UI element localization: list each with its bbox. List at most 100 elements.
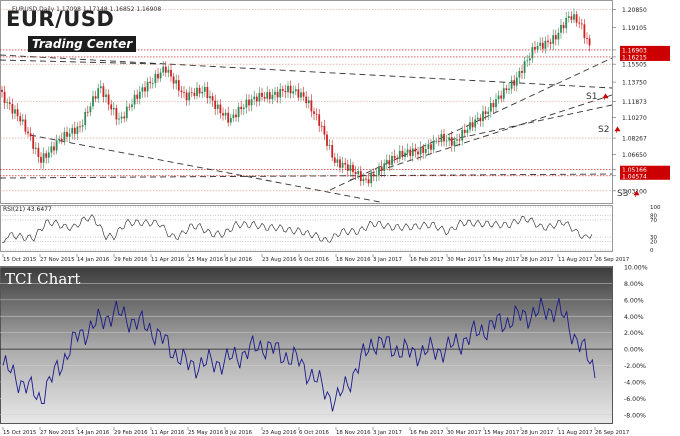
price-tick-label: 1.06650	[622, 152, 647, 159]
candle-body	[180, 90, 183, 93]
candle-body	[448, 137, 451, 141]
candle-body	[526, 60, 529, 62]
candle-body	[136, 94, 139, 99]
support-label: S1	[586, 92, 597, 102]
candle-body	[224, 112, 227, 116]
candle-body	[367, 179, 370, 184]
candle-body	[404, 152, 406, 158]
candle-body	[328, 145, 331, 146]
price-tag-bg	[620, 165, 670, 174]
candle-body	[385, 160, 388, 164]
candle-body	[24, 119, 27, 132]
candle-body	[570, 16, 573, 20]
candle-body	[557, 32, 560, 40]
candle-body	[131, 104, 133, 108]
candle-body	[258, 92, 261, 102]
candle-body	[331, 145, 334, 158]
candle-body	[253, 96, 256, 100]
candle-body	[227, 112, 230, 123]
candle-body	[60, 138, 63, 141]
candle-body	[435, 140, 438, 142]
candle-body	[354, 172, 357, 175]
candle-body	[175, 80, 178, 84]
candle-body	[383, 163, 386, 171]
candle-body	[232, 114, 235, 118]
date-tick-label: 6 Oct 2016	[299, 430, 329, 436]
tci-date-axis: 15 Oct 2015 27 Nov 2015 14 Jan 2016 29 Feb …	[2, 427, 629, 436]
date-tick-label: 26 Sep 2017	[595, 257, 629, 263]
candle-body	[349, 164, 352, 171]
date-tick-label: 3 Jan 2017	[373, 257, 402, 263]
candle-body	[474, 119, 477, 128]
price-tag-bg	[620, 45, 670, 54]
candle-body	[580, 23, 583, 25]
candle-body	[500, 95, 503, 99]
candle-body	[235, 114, 237, 118]
candle-body	[34, 147, 37, 149]
tci-tick-label: 2.00%	[624, 330, 644, 337]
candle-body	[141, 87, 144, 92]
candle-body	[274, 91, 276, 95]
candle-body	[42, 153, 45, 163]
date-tick-label: 8 Jul 2016	[225, 257, 253, 263]
candle-body	[370, 173, 373, 184]
candle-body	[484, 111, 487, 115]
tci-tick-label: 4.00%	[624, 314, 644, 321]
date-tick-label: 14 Jan 2016	[77, 430, 110, 436]
candle-body	[586, 38, 588, 39]
candle-body	[575, 14, 578, 23]
candle-body	[544, 40, 547, 49]
candle-body	[466, 129, 469, 133]
date-tick-label: 28 Jun 2017	[521, 257, 553, 263]
price-tick-label: 1.03100	[622, 188, 647, 195]
candle-body	[58, 138, 61, 141]
candle-body	[29, 133, 32, 137]
candle-body	[578, 22, 581, 24]
candle-body	[365, 178, 367, 180]
candle-body	[422, 147, 425, 153]
candle-body	[123, 116, 126, 119]
candle-body	[211, 96, 214, 101]
candle-body	[89, 106, 92, 113]
candle-body	[401, 150, 404, 158]
candle-body	[68, 133, 71, 137]
candle-body	[250, 99, 253, 106]
price-plot-frame	[0, 0, 613, 204]
candle-body	[19, 116, 22, 122]
price-tag-bg	[620, 171, 670, 180]
tci-tick-label: -6.00%	[624, 396, 646, 403]
candle-body	[261, 92, 263, 97]
tci-series-line	[2, 297, 596, 412]
date-axis: 15 Oct 2015 27 Nov 2015 14 Jan 2016 29 Feb …	[2, 254, 629, 263]
candle-body	[315, 113, 318, 115]
candle-body	[172, 76, 175, 84]
candle-body	[502, 88, 505, 99]
candle-body	[479, 117, 482, 122]
candle-body	[378, 166, 380, 176]
date-tick-label: 23 Aug 2016	[262, 430, 297, 436]
candle-body	[201, 91, 204, 94]
candle-body	[240, 106, 243, 110]
candle-body	[588, 38, 591, 46]
candle-body	[276, 91, 279, 98]
candle-body	[162, 66, 165, 73]
date-tick-label: 23 Aug 2016	[262, 257, 297, 263]
candle-body	[539, 42, 542, 46]
tci-y-axis: 10.00% 8.00% 6.00% 4.00% 2.00% 0.00% -2.00% -4.…	[624, 265, 648, 420]
candle-body	[206, 86, 209, 99]
price-tick-label: 1.15505	[622, 62, 647, 69]
symbol-info: EURUSD,Daily 1.17098 1.17148 1.16852 1.1…	[12, 6, 162, 13]
trend-line	[329, 57, 613, 191]
candle-body	[159, 72, 162, 79]
date-tick-label: 29 Feb 2016	[114, 257, 148, 263]
candle-body	[289, 85, 292, 94]
candle-body	[287, 85, 289, 93]
candle-body	[359, 171, 362, 182]
support-label: S3	[617, 189, 628, 199]
candle-body	[271, 94, 274, 100]
candle-body	[372, 173, 375, 177]
candle-body	[118, 118, 120, 120]
trend-line	[0, 173, 613, 179]
candle-body	[79, 126, 81, 128]
candle-body	[583, 24, 586, 39]
